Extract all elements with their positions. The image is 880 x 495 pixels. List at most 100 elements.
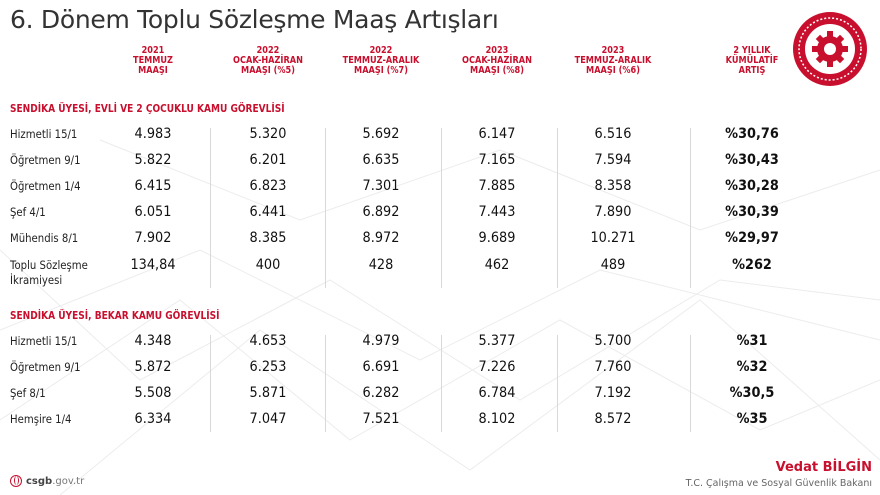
salary-cell: 6.147 [478, 126, 516, 142]
salary-cell: 5.377 [478, 333, 516, 349]
column-header-line: 2 YILLIK [733, 45, 771, 56]
salary-cell: 8.358 [594, 178, 632, 194]
salary-cell: 4.979 [362, 333, 400, 349]
salary-cell: 7.902 [134, 230, 172, 246]
column-header-line: OCAK-HAZİRAN [233, 55, 303, 66]
salary-cell: 5.700 [594, 333, 632, 349]
salary-cell: 6.823 [249, 178, 287, 194]
column-header-line: MAAŞI (%5) [241, 65, 295, 76]
ministry-emblem-icon [793, 12, 867, 86]
salary-cell: 7.192 [594, 385, 632, 401]
salary-cell: 5.871 [249, 385, 287, 401]
column-header-line: TEMMUZ-ARALIK [342, 55, 420, 66]
column-header-line: MAAŞI (%7) [354, 65, 408, 76]
row-label-line: Öğretmen 9/1 [10, 153, 81, 167]
section-title: SENDİKA ÜYESİ, EVLİ VE 2 ÇOCUKLU KAMU GÖ… [10, 103, 285, 115]
row-label: Öğretmen 1/4 [10, 179, 81, 194]
row-label: Öğretmen 9/1 [10, 153, 81, 168]
cumulative-increase-cell: %31 [736, 333, 768, 349]
column-header: 2023 TEMMUZ-ARALIK MAAŞI (%6) [561, 46, 664, 76]
salary-cell: 6.051 [134, 204, 172, 220]
cumulative-increase-cell: %29,97 [725, 230, 779, 246]
row-label: Hemşire 1/4 [10, 412, 71, 427]
salary-cell: 8.572 [594, 411, 632, 427]
row-label: Hizmetli 15/1 [10, 127, 77, 142]
salary-cell: 6.282 [362, 385, 400, 401]
column-header: 2021 TEMMUZ MAAŞI [101, 46, 204, 76]
salary-cell: 8.385 [249, 230, 287, 246]
cumulative-increase-cell: %30,39 [725, 204, 779, 220]
salary-cell: 7.890 [594, 204, 632, 220]
salary-cell: 7.443 [478, 204, 516, 220]
column-divider [441, 335, 442, 432]
column-divider [557, 128, 558, 288]
salary-cell: 489 [600, 257, 626, 273]
row-label-line: Hizmetli 15/1 [10, 127, 78, 141]
column-header: 2023 OCAK-HAZİRAN MAAŞI (%8) [445, 46, 548, 76]
salary-cell: 7.226 [478, 359, 516, 375]
column-divider [690, 128, 691, 288]
row-label: Mühendis 8/1 [10, 231, 78, 246]
salary-cell: 8.102 [478, 411, 516, 427]
row-label-line: Şef 4/1 [10, 205, 46, 219]
salary-cell: 5.508 [134, 385, 172, 401]
row-label-line: Toplu Sözleşme [10, 258, 88, 272]
row-label-line: İkramiyesi [10, 273, 63, 287]
row-label: Hizmetli 15/1 [10, 334, 77, 349]
salary-cell: 4.983 [134, 126, 172, 142]
page-title: 6. Dönem Toplu Sözleşme Maaş Artışları [10, 5, 499, 34]
column-header-line: TEMMUZ-ARALIK [574, 55, 652, 66]
salary-cell: 4.653 [249, 333, 287, 349]
salary-cell: 7.885 [478, 178, 516, 194]
salary-cell: 7.760 [594, 359, 632, 375]
column-header: 2022 TEMMUZ-ARALIK MAAŞI (%7) [329, 46, 432, 76]
column-header-line: ARTIŞ [738, 65, 766, 76]
salary-cell: 400 [255, 257, 281, 273]
salary-cell: 6.253 [249, 359, 287, 375]
row-label: Toplu Sözleşme İkramiyesi [10, 258, 88, 288]
column-divider [325, 128, 326, 288]
section-title: SENDİKA ÜYESİ, BEKAR KAMU GÖREVLİSİ [10, 310, 220, 322]
salary-cell: 6.516 [594, 126, 632, 142]
column-header-line: MAAŞI (%6) [586, 65, 640, 76]
column-header-line: TEMMUZ [133, 55, 173, 66]
salary-cell: 10.271 [590, 230, 636, 246]
salary-cell: 5.692 [362, 126, 400, 142]
salary-cell: 6.415 [134, 178, 172, 194]
salary-cell: 6.892 [362, 204, 400, 220]
salary-cell: 6.635 [362, 152, 400, 168]
salary-cell: 462 [484, 257, 510, 273]
row-label-line: Şef 8/1 [10, 386, 46, 400]
column-divider [210, 335, 211, 432]
column-divider [441, 128, 442, 288]
salary-cell: 7.047 [249, 411, 287, 427]
salary-cell: 6.441 [249, 204, 287, 220]
salary-cell: 6.784 [478, 385, 516, 401]
row-label: Şef 8/1 [10, 386, 46, 401]
cumulative-increase-cell: %30,5 [729, 385, 775, 401]
column-divider [210, 128, 211, 288]
cumulative-increase-cell: %262 [732, 257, 772, 273]
column-header-line: 2022 [256, 45, 280, 56]
minister-name: Vedat BİLGİN [775, 460, 872, 475]
salary-cell: 4.348 [134, 333, 172, 349]
column-header-line: 2023 [485, 45, 509, 56]
column-divider [690, 335, 691, 432]
row-label-line: Mühendis 8/1 [10, 231, 79, 245]
row-label: Şef 4/1 [10, 205, 46, 220]
column-header: 2022 OCAK-HAZİRAN MAAŞI (%5) [216, 46, 319, 76]
salary-cell: 6.334 [134, 411, 172, 427]
salary-cell: 5.822 [134, 152, 172, 168]
column-header-line: 2023 [601, 45, 625, 56]
salary-cell: 5.320 [249, 126, 287, 142]
salary-cell: 7.521 [362, 411, 400, 427]
cumulative-increase-cell: %32 [736, 359, 768, 375]
row-label-line: Hemşire 1/4 [10, 412, 72, 426]
salary-cell: 6.691 [362, 359, 400, 375]
column-header: 2 YILLIK KÜMÜLATİF ARTIŞ [700, 46, 803, 76]
row-label-line: Öğretmen 1/4 [10, 179, 81, 193]
website-link[interactable]: csgb .gov.tr [10, 475, 84, 487]
salary-cell: 7.594 [594, 152, 632, 168]
website-domain: csgb [26, 475, 53, 487]
